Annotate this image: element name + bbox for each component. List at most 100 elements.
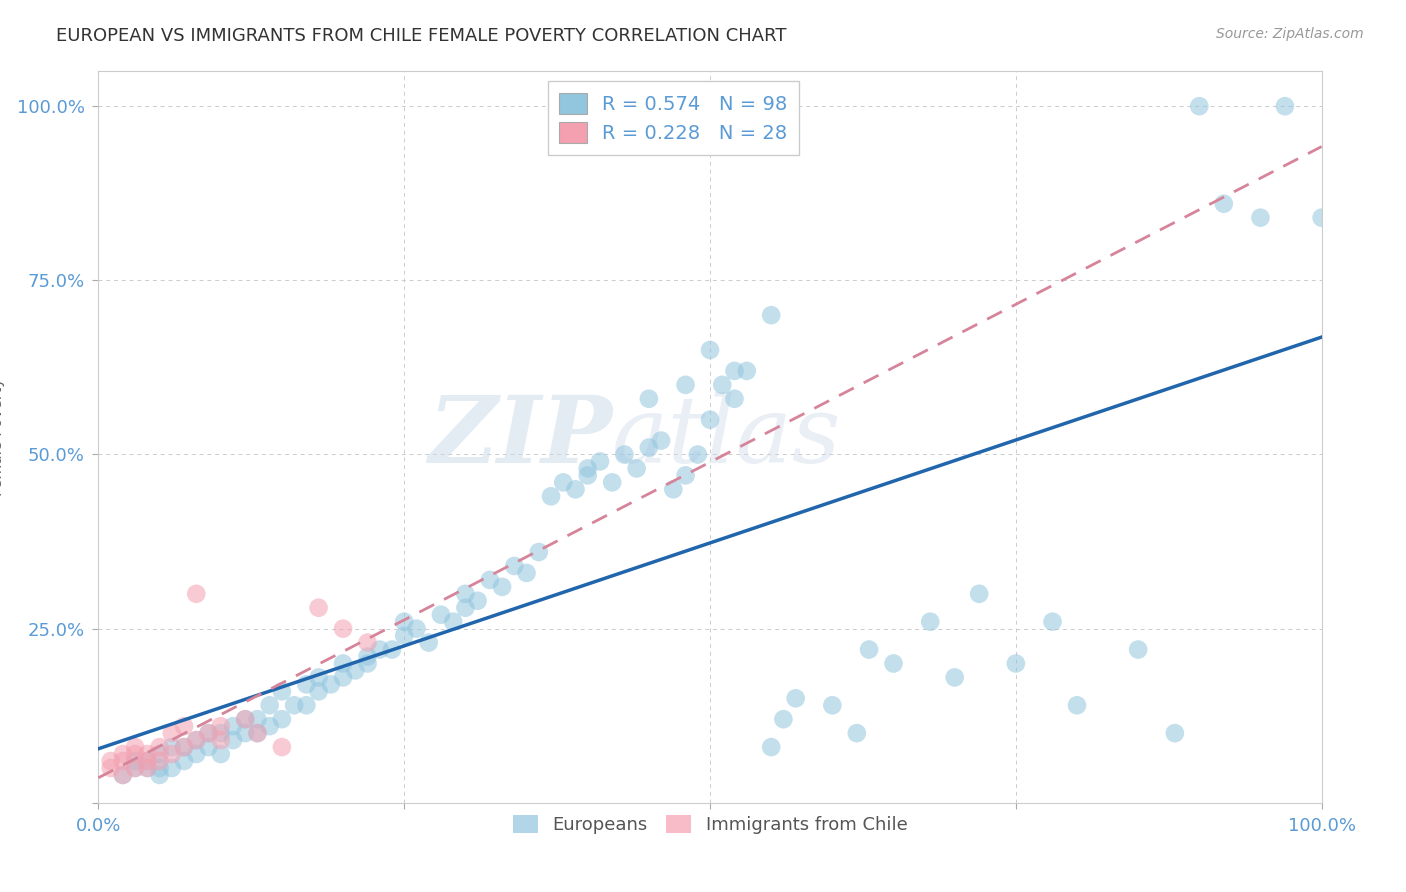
Point xyxy=(699,412,721,426)
Point xyxy=(308,670,330,684)
Point xyxy=(332,670,354,684)
Point xyxy=(392,615,416,629)
Point xyxy=(283,698,305,713)
Point xyxy=(344,664,367,678)
Point xyxy=(186,587,208,601)
Point xyxy=(1188,99,1211,113)
Point xyxy=(100,754,122,768)
Point xyxy=(392,629,416,643)
Point xyxy=(246,726,269,740)
Point xyxy=(295,698,318,713)
Point xyxy=(430,607,453,622)
Point xyxy=(405,622,427,636)
Point xyxy=(1164,726,1187,740)
Point xyxy=(136,754,159,768)
Point xyxy=(160,761,183,775)
Point xyxy=(589,454,612,468)
Point xyxy=(233,712,256,726)
Point xyxy=(259,719,281,733)
Point xyxy=(295,677,318,691)
Point xyxy=(222,733,245,747)
Point xyxy=(553,475,575,490)
Legend: Europeans, Immigrants from Chile: Europeans, Immigrants from Chile xyxy=(506,807,914,841)
Point xyxy=(246,726,269,740)
Point xyxy=(173,740,195,755)
Point xyxy=(675,377,697,392)
Point xyxy=(1066,698,1088,713)
Point xyxy=(149,754,172,768)
Point xyxy=(100,761,122,775)
Point xyxy=(785,691,807,706)
Point xyxy=(149,761,172,775)
Point xyxy=(136,747,159,761)
Point xyxy=(613,448,636,462)
Point xyxy=(699,343,721,357)
Text: atlas: atlas xyxy=(612,392,842,482)
Point xyxy=(124,754,146,768)
Text: ZIP: ZIP xyxy=(427,392,612,482)
Point xyxy=(246,712,269,726)
Point xyxy=(381,642,404,657)
Point xyxy=(576,468,599,483)
Point xyxy=(197,726,219,740)
Point xyxy=(418,635,440,649)
Point xyxy=(270,712,294,726)
Point xyxy=(1212,196,1234,211)
Point xyxy=(160,740,183,755)
Point xyxy=(173,740,195,755)
Point xyxy=(478,573,501,587)
Point xyxy=(308,684,330,698)
Point xyxy=(491,580,513,594)
Point xyxy=(149,747,172,761)
Point xyxy=(209,747,232,761)
Point xyxy=(186,747,208,761)
Point xyxy=(270,684,294,698)
Point xyxy=(564,483,586,497)
Text: Source: ZipAtlas.com: Source: ZipAtlas.com xyxy=(1216,27,1364,41)
Point xyxy=(186,733,208,747)
Point xyxy=(467,594,489,608)
Point xyxy=(821,698,844,713)
Point xyxy=(186,733,208,747)
Point xyxy=(637,441,661,455)
Point xyxy=(111,768,134,782)
Y-axis label: Female Poverty: Female Poverty xyxy=(0,378,6,496)
Point xyxy=(772,712,794,726)
Point xyxy=(259,698,281,713)
Point xyxy=(1274,99,1296,113)
Point xyxy=(233,726,256,740)
Point xyxy=(761,308,783,322)
Text: EUROPEAN VS IMMIGRANTS FROM CHILE FEMALE POVERTY CORRELATION CHART: EUROPEAN VS IMMIGRANTS FROM CHILE FEMALE… xyxy=(56,27,787,45)
Point xyxy=(1310,211,1333,225)
Point xyxy=(454,600,477,615)
Point xyxy=(173,719,195,733)
Point xyxy=(160,747,183,761)
Point xyxy=(515,566,537,580)
Point xyxy=(637,392,661,406)
Point xyxy=(845,726,868,740)
Point xyxy=(441,615,464,629)
Point xyxy=(222,719,245,733)
Point xyxy=(662,483,685,497)
Point xyxy=(209,719,232,733)
Point xyxy=(967,587,990,601)
Point xyxy=(858,642,880,657)
Point xyxy=(197,740,219,755)
Point xyxy=(136,754,159,768)
Point xyxy=(920,615,942,629)
Point xyxy=(111,747,134,761)
Point xyxy=(600,475,623,490)
Point xyxy=(149,740,172,755)
Point xyxy=(540,489,562,503)
Point xyxy=(1042,615,1064,629)
Point xyxy=(332,657,354,671)
Point xyxy=(173,754,195,768)
Point xyxy=(1004,657,1026,671)
Point xyxy=(233,712,256,726)
Point xyxy=(160,726,183,740)
Point xyxy=(723,392,745,406)
Point xyxy=(308,600,330,615)
Point xyxy=(527,545,550,559)
Point xyxy=(356,649,378,664)
Point xyxy=(368,642,391,657)
